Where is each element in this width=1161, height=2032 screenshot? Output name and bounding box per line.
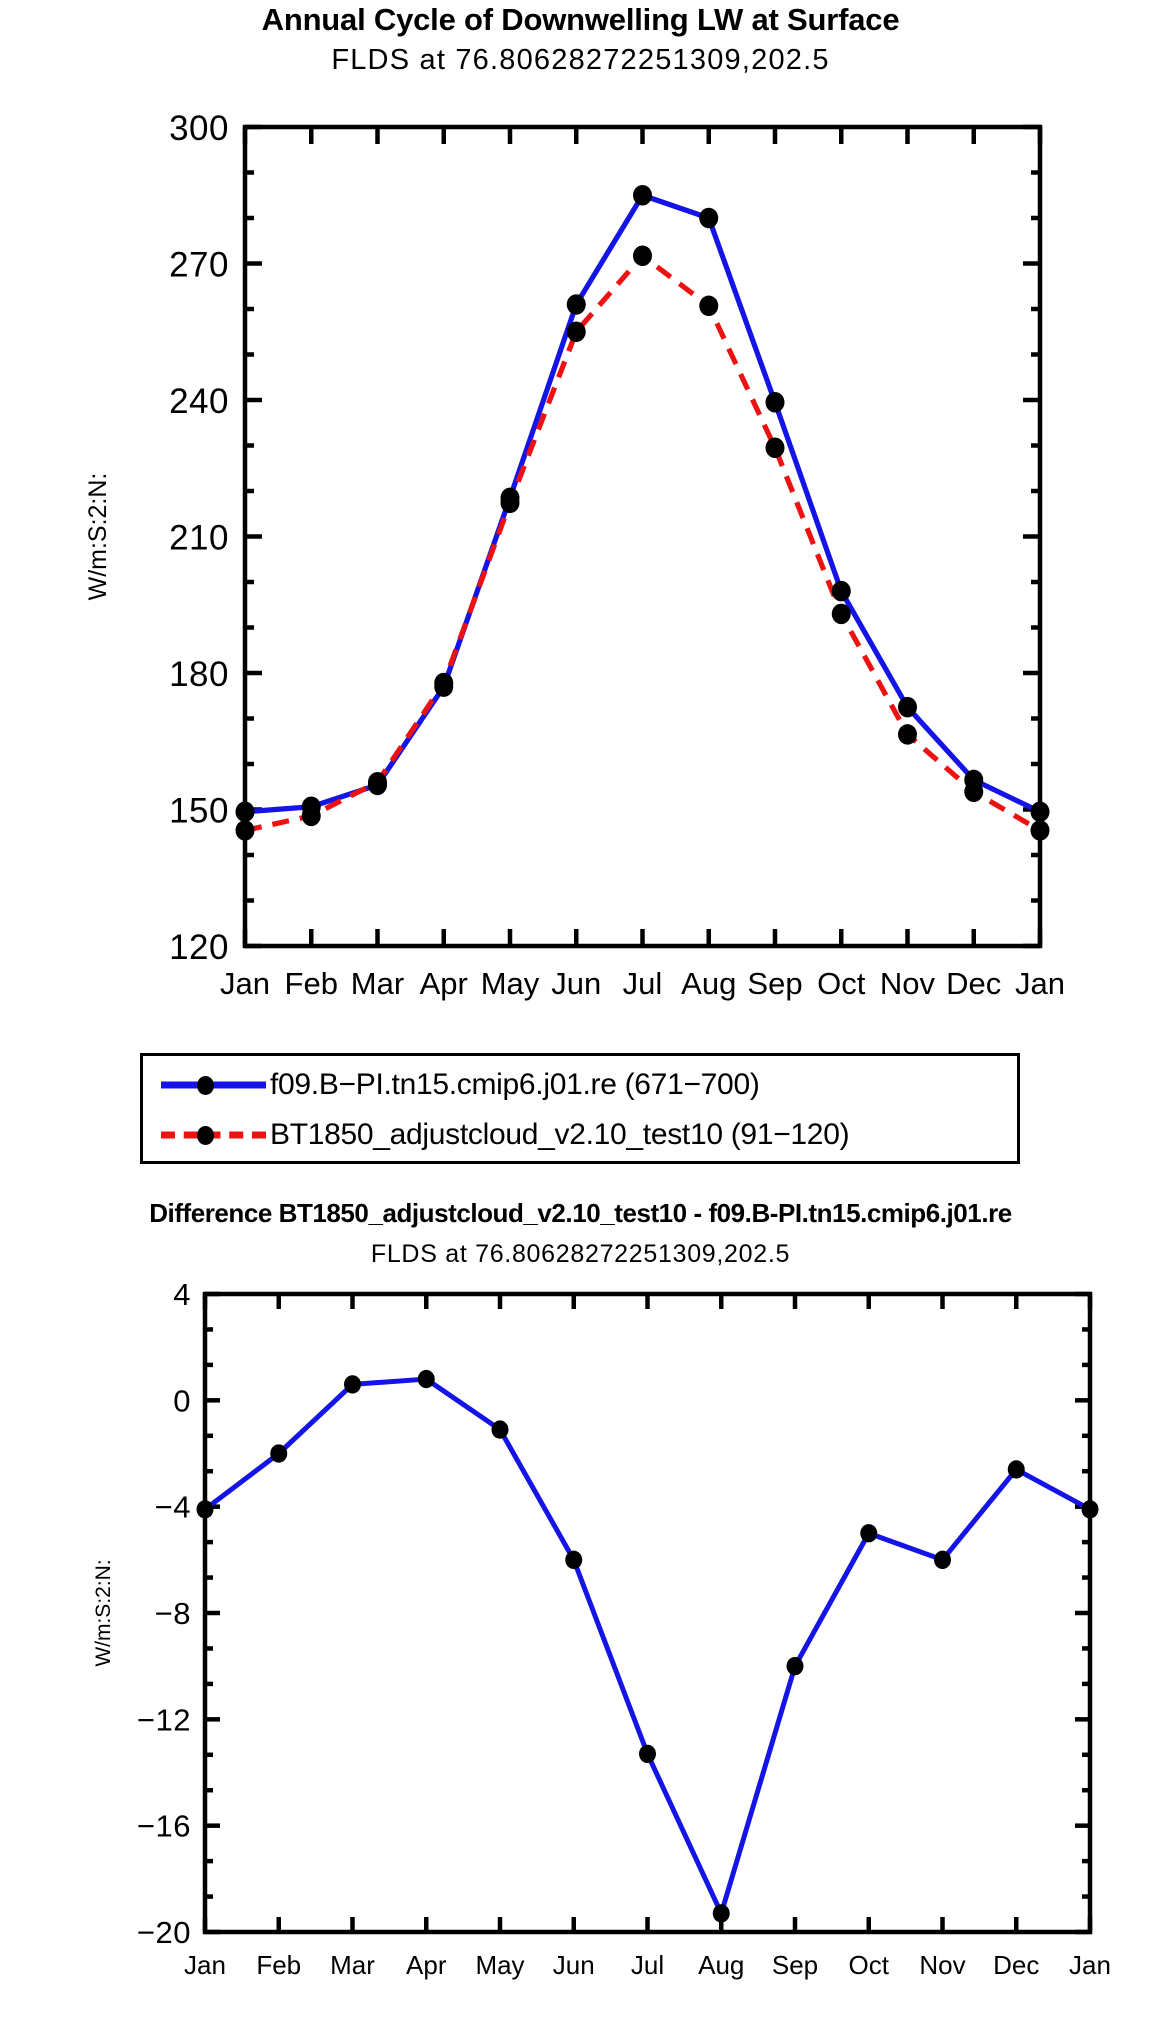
x-tick-label: Nov xyxy=(880,966,936,1001)
data-point-marker xyxy=(831,603,851,625)
x-tick-label: May xyxy=(475,1950,524,1980)
x-tick-label: Mar xyxy=(351,966,404,1001)
data-point-marker xyxy=(633,245,652,267)
data-point-marker xyxy=(1081,1500,1099,1519)
data-point-marker xyxy=(639,1744,656,1764)
data-point-marker xyxy=(699,207,719,229)
y-tick-label: 300 xyxy=(169,109,229,148)
x-tick-label: Apr xyxy=(420,966,468,1001)
data-point-marker xyxy=(434,672,454,694)
x-tick-label: Jul xyxy=(623,966,663,1001)
x-tick-label: Jan xyxy=(184,1950,226,1980)
data-point-marker xyxy=(633,184,652,206)
diff-chart-title: Difference BT1850_adjustcloud_v2.10_test… xyxy=(149,1198,1012,1228)
x-tick-label: Jun xyxy=(553,1950,595,1980)
legend-entry-1: BT1850_adjustcloud_v2.10_test10 (91−120) xyxy=(143,1110,1017,1160)
y-tick-label: 180 xyxy=(169,655,229,694)
x-tick-label: May xyxy=(481,966,540,1001)
x-tick-label: Aug xyxy=(681,966,736,1001)
x-tick-label: Apr xyxy=(406,1950,447,1980)
x-tick-label: Oct xyxy=(849,1950,890,1980)
data-point-marker xyxy=(344,1375,361,1394)
data-point-marker xyxy=(765,392,785,413)
y-tick-label: −16 xyxy=(137,1809,191,1844)
x-tick-label: Jun xyxy=(551,966,601,1001)
data-point-marker xyxy=(860,1524,878,1543)
data-point-marker xyxy=(301,805,321,827)
y-tick-label: −4 xyxy=(155,1490,191,1525)
data-point-marker xyxy=(491,1420,509,1439)
legend-swatch-dashed-red xyxy=(161,1122,266,1148)
y-tick-label: 210 xyxy=(169,519,229,558)
x-tick-label: Sep xyxy=(772,1950,818,1980)
data-point-marker xyxy=(898,724,917,745)
data-point-marker xyxy=(1030,820,1050,841)
legend-label-0: f09.B−PI.tn15.cmip6.j01.re (671−700) xyxy=(270,1068,760,1101)
top-chart-panel: 120 150 180 210 240 270 300 Jan Feb Mar Apr May Jun J… xyxy=(0,70,1161,1010)
x-tick-label: Sep xyxy=(747,966,802,1001)
y-tick-label: 120 xyxy=(169,928,229,967)
series-line xyxy=(244,192,1042,815)
top-chart-subtitle: FLDS at 76.80628272251309,202.5 xyxy=(331,44,830,76)
top-chart-title: Annual Cycle of Downwelling LW at Surfac… xyxy=(261,2,900,37)
y-tick-label: 150 xyxy=(169,792,229,831)
x-tick-label: Dec xyxy=(993,1950,1039,1980)
data-point-marker xyxy=(368,771,387,793)
data-point-marker xyxy=(831,580,851,602)
x-tick-label: Dec xyxy=(946,966,1001,1001)
data-point-marker xyxy=(196,1500,214,1519)
diff-chart-svg: −20 −16 −12 −8 −4 0 4 Jan Feb Mar Apr May Jun Jul Aug S… xyxy=(92,1277,1111,1980)
x-tick-label: Feb xyxy=(256,1950,301,1980)
series-line xyxy=(244,253,1042,833)
data-point-marker xyxy=(270,1444,288,1463)
x-tick-label: Jan xyxy=(220,966,270,1001)
data-point-marker xyxy=(565,1550,583,1570)
y-tick-label: −20 xyxy=(137,1915,191,1950)
y-tick-label: 0 xyxy=(173,1383,191,1418)
x-tick-label: Aug xyxy=(698,1950,744,1980)
diff-chart-subtitle: FLDS at 76.80628272251309,202.5 xyxy=(370,1240,791,1268)
y-tick-label: −8 xyxy=(155,1596,191,1631)
x-tick-label: Mar xyxy=(330,1950,375,1980)
legend-entry-0: f09.B−PI.tn15.cmip6.j01.re (671−700) xyxy=(143,1060,1017,1110)
chart-legend: f09.B−PI.tn15.cmip6.j01.re (671−700) BT1… xyxy=(140,1053,1020,1164)
y-tick-label: 240 xyxy=(169,382,229,421)
y-tick-label: 4 xyxy=(173,1277,191,1312)
data-point-marker xyxy=(1030,801,1050,823)
y-axis-title: W/m:S:2:N: xyxy=(84,473,112,601)
data-point-marker xyxy=(235,820,255,841)
x-tick-label: Jan xyxy=(1069,1950,1111,1980)
data-point-marker xyxy=(500,492,520,514)
x-tick-label: Jul xyxy=(631,1950,664,1980)
diff-chart-panel: −20 −16 −12 −8 −4 0 4 Jan Feb Mar Apr May Jun Jul Aug S… xyxy=(0,1270,1161,2032)
x-tick-label: Nov xyxy=(919,1950,965,1980)
data-point-marker xyxy=(964,781,984,803)
x-tick-label: Feb xyxy=(285,966,338,1001)
y-tick-label: 270 xyxy=(169,246,229,285)
data-point-marker xyxy=(712,1904,730,1923)
legend-swatch-solid-blue xyxy=(161,1072,266,1098)
x-tick-label: Jan xyxy=(1015,966,1065,1001)
data-point-marker xyxy=(566,321,586,343)
data-point-marker xyxy=(417,1369,435,1389)
plot-frame xyxy=(202,1291,1093,1935)
data-point-marker xyxy=(786,1656,804,1676)
top-chart-svg: 120 150 180 210 240 270 300 Jan Feb Mar Apr May Jun J… xyxy=(84,109,1065,1001)
data-point-marker xyxy=(765,437,785,459)
data-point-marker xyxy=(699,295,719,317)
data-point-marker xyxy=(934,1550,951,1570)
data-point-marker xyxy=(566,294,586,315)
x-tick-label: Oct xyxy=(817,966,866,1001)
data-point-marker xyxy=(235,801,255,823)
y-axis-title: W/m:S:2:N: xyxy=(92,1559,115,1666)
y-tick-label: −12 xyxy=(137,1702,191,1737)
series-line xyxy=(203,1376,1092,1916)
legend-label-1: BT1850_adjustcloud_v2.10_test10 (91−120) xyxy=(270,1118,850,1151)
data-point-marker xyxy=(898,696,917,718)
data-point-marker xyxy=(1007,1460,1025,1479)
